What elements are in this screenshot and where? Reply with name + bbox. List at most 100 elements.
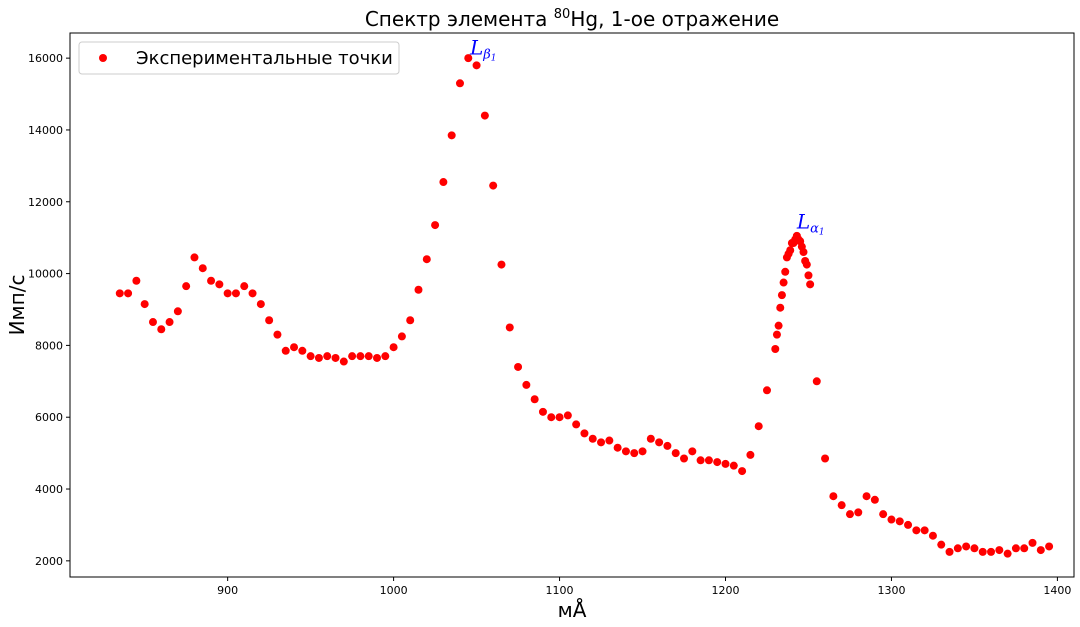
data-point	[231, 289, 240, 298]
data-point	[173, 307, 182, 316]
data-point	[397, 332, 406, 341]
data-point	[786, 246, 795, 255]
data-point	[348, 352, 357, 361]
y-tick-label: 10000	[28, 268, 63, 281]
title-prefix: Спектр элемента	[365, 7, 554, 31]
data-point	[1003, 549, 1012, 558]
legend-box	[78, 41, 400, 75]
data-point	[472, 61, 481, 70]
data-point	[497, 260, 506, 269]
peak-label: Lα1	[796, 210, 825, 238]
data-point	[514, 362, 523, 371]
data-point	[373, 353, 382, 362]
data-point	[248, 289, 257, 298]
data-point	[547, 413, 556, 422]
data-point	[995, 546, 1004, 555]
title-superscript: 80	[554, 7, 571, 22]
data-point	[837, 501, 846, 510]
data-point	[157, 325, 166, 334]
y-tick-label: 16000	[28, 52, 63, 65]
data-point	[314, 353, 323, 362]
data-point	[256, 300, 265, 309]
data-point	[772, 330, 781, 339]
data-point	[439, 178, 448, 187]
y-tick-label: 6000	[35, 411, 63, 424]
y-tick-label: 14000	[28, 124, 63, 137]
data-point	[762, 386, 771, 395]
x-tick-label: 1300	[877, 584, 905, 597]
data-point	[821, 454, 830, 463]
data-point	[1036, 546, 1045, 555]
data-point	[1028, 538, 1037, 547]
data-point	[132, 276, 141, 285]
data-point	[339, 357, 348, 366]
data-point	[978, 547, 987, 556]
data-point	[799, 248, 808, 257]
data-point	[663, 441, 672, 450]
data-points	[115, 54, 1054, 558]
data-point	[414, 285, 423, 294]
peak-label: Lβ1	[469, 36, 497, 64]
data-point	[845, 510, 854, 519]
data-point	[223, 289, 232, 298]
data-point	[597, 438, 606, 447]
data-point	[572, 420, 581, 429]
y-axis-label: Имп/с	[5, 275, 29, 336]
data-point	[776, 303, 785, 312]
data-point	[804, 271, 813, 280]
data-point	[422, 255, 431, 264]
data-point	[920, 526, 929, 535]
data-point	[215, 280, 224, 289]
data-point	[688, 447, 697, 456]
y-axis: 2000 4000 6000 8000 10000 12000 14000 16000	[28, 52, 70, 568]
data-point	[771, 344, 780, 353]
y-tick-label: 12000	[28, 196, 63, 209]
data-point	[140, 300, 149, 309]
data-point	[1011, 544, 1020, 553]
x-tick-label: 900	[217, 584, 238, 597]
data-point	[356, 352, 365, 361]
x-tick-label: 1200	[712, 584, 740, 597]
data-point	[870, 495, 879, 504]
data-point	[323, 352, 332, 361]
plot-frame	[69, 32, 1075, 578]
data-point	[431, 221, 440, 230]
data-point	[281, 346, 290, 355]
chart-title: Спектр элемента 80Hg, 1-ое отражение	[365, 7, 779, 31]
data-point	[563, 411, 572, 420]
y-tick-label: 8000	[35, 339, 63, 352]
data-point	[806, 280, 815, 289]
title-suffix: Hg, 1-ое отражение	[570, 7, 779, 31]
data-point	[879, 510, 888, 519]
data-point	[530, 395, 539, 404]
data-point	[738, 467, 747, 476]
data-point	[721, 459, 730, 468]
data-point	[754, 422, 763, 431]
data-point	[945, 547, 954, 556]
data-point	[696, 456, 705, 465]
data-point	[381, 352, 390, 361]
data-point	[447, 131, 456, 140]
data-point	[746, 450, 755, 459]
data-point	[389, 343, 398, 352]
data-point	[729, 461, 738, 470]
data-point	[953, 544, 962, 553]
data-point	[182, 282, 191, 291]
peak-annotations: Lβ1 Lα1	[469, 36, 825, 238]
data-point	[904, 520, 913, 529]
data-point	[621, 447, 630, 456]
data-point	[646, 434, 655, 443]
data-point	[970, 544, 979, 553]
data-point	[207, 276, 216, 285]
data-point	[887, 515, 896, 524]
data-point	[148, 318, 157, 327]
data-point	[781, 267, 790, 276]
data-point	[505, 323, 514, 332]
data-point	[829, 492, 838, 501]
data-point	[538, 407, 547, 416]
data-point	[630, 449, 639, 458]
data-point	[298, 346, 307, 355]
data-point	[1020, 544, 1029, 553]
x-tick-label: 1400	[1043, 584, 1071, 597]
